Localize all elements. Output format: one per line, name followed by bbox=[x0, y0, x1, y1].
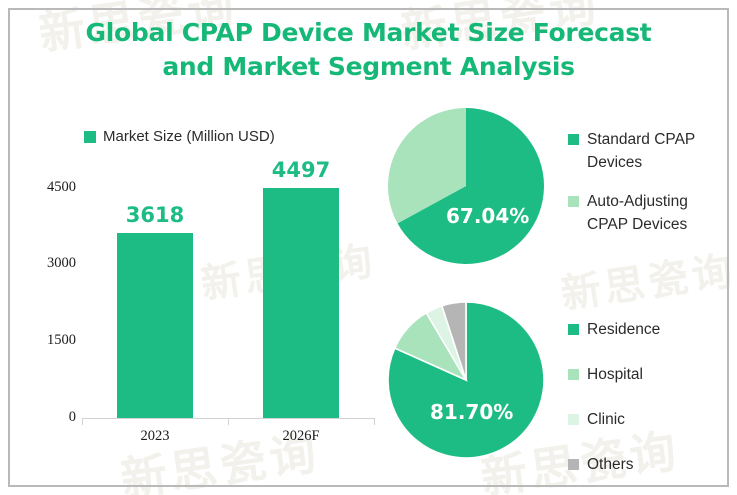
x-axis-category-label: 2026F bbox=[282, 428, 320, 444]
legend-swatch-icon bbox=[84, 130, 96, 143]
legend-swatch-icon bbox=[568, 324, 579, 335]
x-axis-tick-mark bbox=[374, 418, 375, 425]
y-axis-tick-label: 1500 bbox=[47, 332, 76, 349]
legend-swatch-icon bbox=[568, 459, 579, 470]
device-type-pie-chart: 67.04% bbox=[386, 106, 546, 266]
legend-swatch-icon bbox=[568, 414, 579, 425]
end-user-pie-svg[interactable] bbox=[386, 300, 546, 460]
legend-item[interactable]: Others bbox=[568, 453, 718, 476]
bar-value-label: 3618 bbox=[125, 202, 185, 227]
legend-label: Auto-Adjusting CPAP Devices bbox=[587, 193, 688, 233]
legend-swatch-icon bbox=[568, 196, 579, 207]
pie-slice[interactable] bbox=[387, 108, 466, 224]
legend-swatch-icon bbox=[568, 369, 579, 380]
device-type-pie-svg[interactable] bbox=[386, 106, 546, 266]
bar-chart-y-axis: 4500 3000 1500 0 bbox=[14, 118, 76, 425]
bar-value-label: 4497 bbox=[271, 157, 331, 182]
pie-slice[interactable] bbox=[440, 301, 467, 381]
pie-slice-percent-label: 67.04% bbox=[446, 204, 530, 228]
legend-label: Residence bbox=[587, 321, 661, 338]
legend-item[interactable]: Standard CPAP Devices bbox=[568, 128, 718, 174]
page-title-line-2: and Market Segment Analysis bbox=[162, 52, 575, 81]
bar-chart-legend: Market Size (Million USD) bbox=[84, 128, 275, 145]
bar[interactable] bbox=[263, 187, 339, 418]
y-axis-tick-label: 3000 bbox=[47, 255, 76, 272]
legend-swatch-icon bbox=[568, 134, 579, 145]
legend-label: Standard CPAP Devices bbox=[587, 131, 695, 171]
legend-item[interactable]: Auto-Adjusting CPAP Devices bbox=[568, 190, 718, 236]
x-axis-tick-mark bbox=[82, 418, 83, 425]
page-title-line-1: Global CPAP Device Market Size Forecast bbox=[85, 18, 652, 47]
legend-item[interactable]: Residence bbox=[568, 318, 718, 341]
page-title: Global CPAP Device Market Size Forecast … bbox=[30, 16, 707, 84]
device-type-legend: Standard CPAP Devices Auto-Adjusting CPA… bbox=[568, 128, 718, 236]
bar[interactable] bbox=[117, 232, 193, 418]
legend-label: Others bbox=[587, 456, 634, 473]
legend-item[interactable]: Hospital bbox=[568, 363, 718, 386]
y-axis-tick-label: 4500 bbox=[47, 178, 76, 195]
watermark: 新思瓷询 bbox=[558, 247, 737, 318]
end-user-legend: Residence Hospital Clinic Others bbox=[568, 318, 718, 476]
legend-item[interactable]: Clinic bbox=[568, 408, 718, 431]
pie-slice-percent-label: 81.70% bbox=[430, 400, 514, 424]
x-axis-category-label: 2023 bbox=[140, 428, 170, 444]
bar-chart-plot-area bbox=[82, 162, 374, 418]
bar-chart: Market Size (Million USD) 4500 3000 1500… bbox=[14, 118, 380, 458]
legend-label: Hospital bbox=[587, 366, 643, 383]
bar-legend-label: Market Size (Million USD) bbox=[103, 128, 275, 145]
legend-label: Clinic bbox=[587, 411, 625, 428]
pie-slice[interactable] bbox=[397, 108, 544, 264]
x-axis-tick-mark bbox=[228, 418, 229, 425]
y-axis-tick-label: 0 bbox=[68, 409, 76, 425]
end-user-pie-chart: 81.70% bbox=[386, 300, 546, 460]
